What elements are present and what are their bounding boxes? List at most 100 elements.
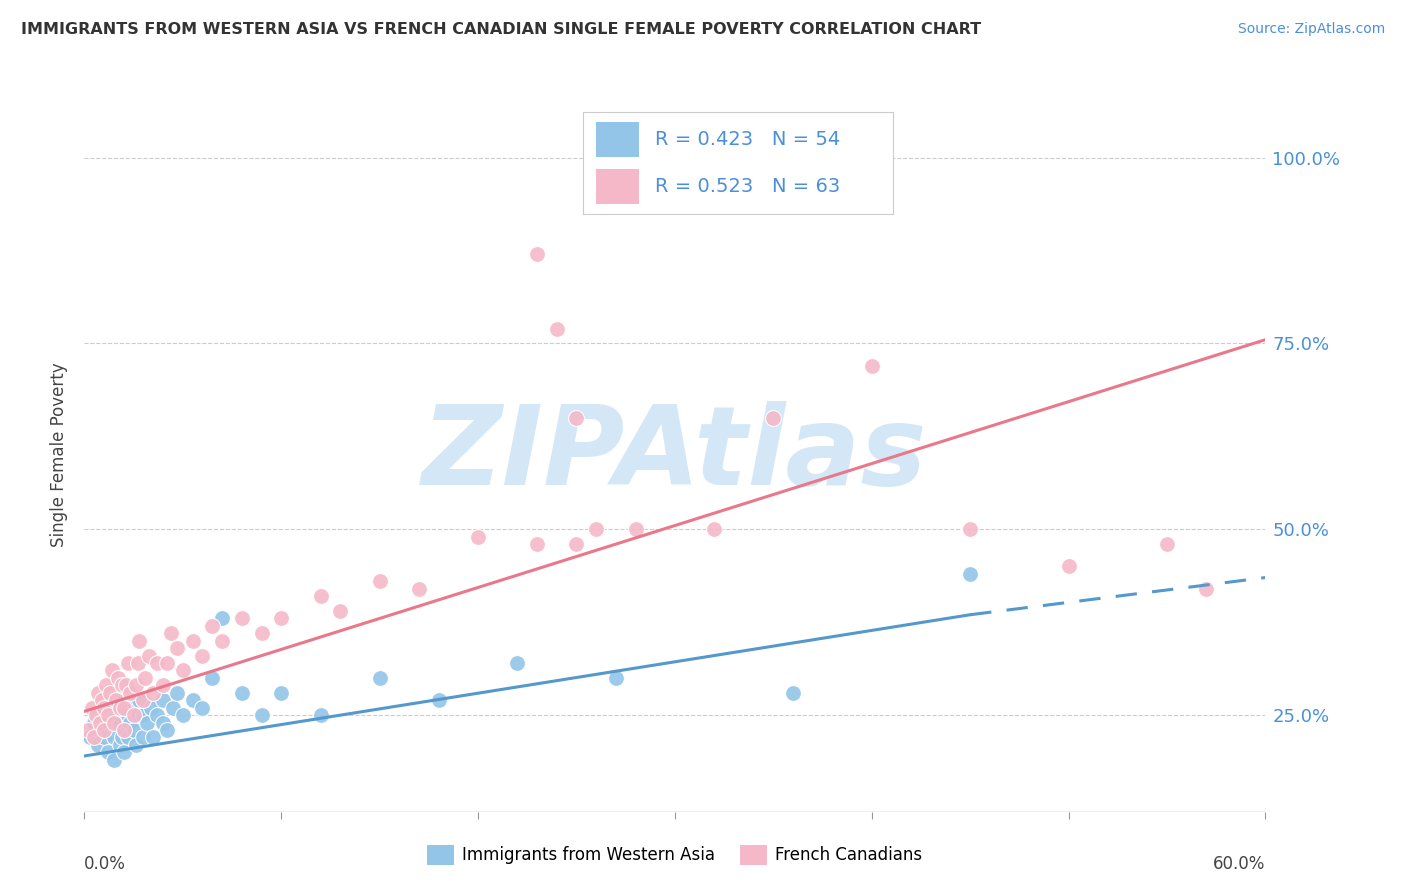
Point <box>103 708 125 723</box>
Point <box>132 731 155 745</box>
Point <box>309 589 332 603</box>
Point <box>172 708 194 723</box>
Point <box>97 745 120 759</box>
Point <box>112 723 135 737</box>
Text: 0.0%: 0.0% <box>84 855 127 872</box>
Y-axis label: Single Female Poverty: Single Female Poverty <box>51 363 69 547</box>
Point <box>329 604 352 618</box>
Point <box>84 708 107 723</box>
Text: Source: ZipAtlas.com: Source: ZipAtlas.com <box>1237 22 1385 37</box>
Point <box>128 693 150 707</box>
Point <box>146 656 169 670</box>
Bar <box>596 122 640 157</box>
Point <box>427 693 450 707</box>
Point <box>82 700 104 714</box>
Point <box>172 664 194 678</box>
Point <box>87 738 110 752</box>
Point <box>211 633 233 648</box>
Point <box>77 723 100 737</box>
Point <box>959 522 981 536</box>
Point <box>181 693 204 707</box>
Point <box>83 715 105 730</box>
Point <box>111 731 134 745</box>
Point <box>368 574 391 589</box>
Point <box>309 708 332 723</box>
Point <box>93 731 115 745</box>
Point <box>134 671 156 685</box>
Point <box>111 678 134 692</box>
Point <box>860 359 883 373</box>
Point <box>118 686 141 700</box>
Point <box>98 700 121 714</box>
Text: R = 0.423   N = 54: R = 0.423 N = 54 <box>655 129 839 149</box>
Point <box>152 693 174 707</box>
Point <box>124 678 146 692</box>
Point <box>565 537 588 551</box>
Point <box>181 633 204 648</box>
Point <box>1195 582 1218 596</box>
Point <box>142 686 165 700</box>
Point <box>83 731 105 745</box>
Point <box>166 641 188 656</box>
Point <box>201 619 224 633</box>
Point <box>270 686 292 700</box>
Point <box>152 715 174 730</box>
Point <box>211 611 233 625</box>
Point <box>118 715 141 730</box>
Point <box>112 723 135 737</box>
Point <box>624 522 647 536</box>
Point <box>98 686 121 700</box>
Text: 60.0%: 60.0% <box>1213 855 1265 872</box>
Point <box>201 671 224 685</box>
Point <box>122 723 145 737</box>
Point <box>191 700 214 714</box>
Point <box>117 731 139 745</box>
Point <box>146 708 169 723</box>
Point <box>526 247 548 261</box>
Point <box>127 708 149 723</box>
Point <box>97 708 120 723</box>
Point <box>156 723 179 737</box>
Point <box>162 700 184 714</box>
Point <box>94 678 117 692</box>
Point <box>104 693 127 707</box>
Point <box>1156 537 1178 551</box>
Point <box>108 700 131 714</box>
Point <box>122 708 145 723</box>
Text: IMMIGRANTS FROM WESTERN ASIA VS FRENCH CANADIAN SINGLE FEMALE POVERTY CORRELATIO: IMMIGRANTS FROM WESTERN ASIA VS FRENCH C… <box>21 22 981 37</box>
Point <box>166 686 188 700</box>
Point <box>156 656 179 670</box>
Point <box>114 678 136 692</box>
Point <box>231 686 253 700</box>
Point <box>87 686 110 700</box>
Point <box>191 648 214 663</box>
Point <box>93 700 115 714</box>
Point <box>112 745 135 759</box>
Text: R = 0.523   N = 63: R = 0.523 N = 63 <box>655 177 839 196</box>
Point <box>103 753 125 767</box>
Point <box>132 708 155 723</box>
Point <box>605 671 627 685</box>
Point <box>91 708 114 723</box>
Point <box>103 731 125 745</box>
Point <box>141 700 163 714</box>
Point <box>136 715 159 730</box>
Point <box>91 693 114 707</box>
Point <box>703 522 725 536</box>
Point <box>142 731 165 745</box>
Point <box>132 693 155 707</box>
Point <box>103 715 125 730</box>
Text: ZIPAtlas: ZIPAtlas <box>422 401 928 508</box>
Point <box>1057 559 1080 574</box>
Point <box>250 626 273 640</box>
Point <box>762 410 785 425</box>
Bar <box>596 169 640 204</box>
Point <box>565 410 588 425</box>
Point <box>546 321 568 335</box>
Point <box>117 708 139 723</box>
Point <box>270 611 292 625</box>
Point <box>128 633 150 648</box>
Point <box>97 715 120 730</box>
Point <box>152 678 174 692</box>
Point <box>585 522 607 536</box>
